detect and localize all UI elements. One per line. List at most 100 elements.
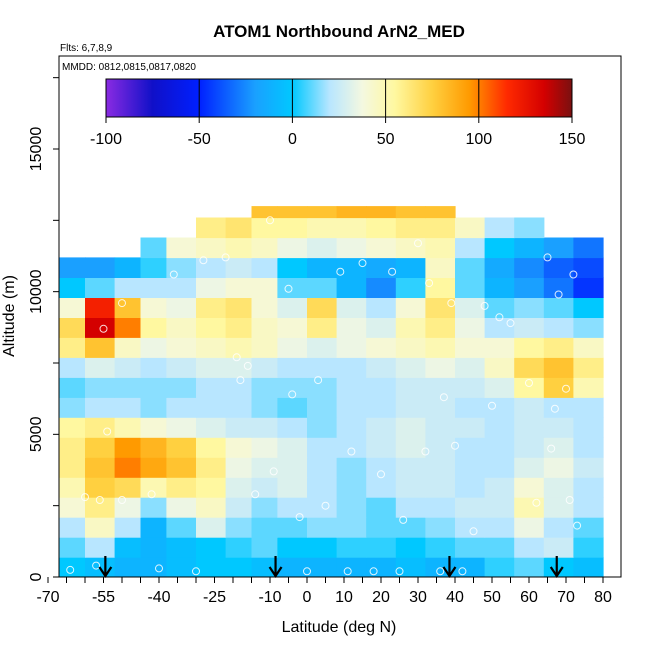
heatmap-cell [366,417,397,438]
heatmap-cell [455,277,486,298]
sample-point [488,401,496,410]
heatmap-cell [114,257,142,278]
heatmap-cell [196,377,227,398]
heatmap-cell [251,417,278,438]
heatmap-cell [140,377,167,398]
heatmap-cell [366,477,397,498]
sample-point [169,270,178,279]
heatmap-cell [543,497,574,518]
heatmap-cell [196,477,227,498]
heatmap-cell [484,417,515,438]
heatmap-cell [573,557,604,577]
heatmap-cell [573,477,604,498]
heatmap-cell [484,277,515,298]
heatmap-cell [336,337,367,358]
heatmap-cell [251,497,278,518]
heatmap-cell [59,417,86,438]
x-tick-label: 80 [594,589,612,606]
sample-point [547,444,556,453]
sample-point [421,447,430,456]
heatmap-cell [307,337,338,358]
heatmap-cell [166,297,197,318]
heatmap-cell [425,517,456,538]
heatmap-cell [336,537,367,558]
heatmap-cell [277,417,308,438]
heatmap-cell [85,357,116,378]
heatmap-cell [514,257,545,278]
heatmap-cell [277,257,308,278]
heatmap-cell [395,497,426,518]
heatmap-cell [395,317,426,338]
heatmap-cell [573,357,604,378]
heatmap-cell [543,477,574,498]
sample-point [347,447,356,456]
heatmap-cell [251,537,278,558]
heatmap-cell [140,417,167,438]
heatmap-cell [395,357,426,378]
sample-point [525,379,533,387]
heatmap-cell [85,457,116,478]
heatmap-cell [484,257,515,278]
heatmap-cell [425,357,456,378]
heatmap-cell [514,317,545,338]
heatmap-cell [395,337,426,358]
heatmap-cell [85,517,116,538]
heatmap-cell [366,297,397,318]
heatmap-cell [85,537,116,558]
heatmap-cell [484,377,515,398]
heatmap-cell [455,377,486,398]
heatmap-cell [455,457,486,478]
flight-arrow [268,556,283,578]
heatmap-cell [425,417,456,438]
x-axis-label: Latitude (deg N) [282,619,397,636]
heatmap-cell [543,397,574,418]
heatmap-cell [166,457,197,478]
heatmap-cell [225,417,253,438]
sample-point [59,569,60,574]
heatmap-cell [543,537,574,558]
heatmap-cell [59,497,86,518]
heatmap-cell [366,497,397,518]
heatmap-cell [573,317,604,338]
sample-points [59,216,582,576]
heatmap-cell [484,477,515,498]
heatmap-cell [85,397,116,418]
heatmap-cell [140,497,167,518]
heatmap-cell [543,337,574,358]
heatmap-cell [277,437,308,458]
heatmap-cell [543,317,574,338]
heatmap-cell [484,237,515,259]
sample-point [192,567,200,576]
heatmap-cell [425,206,456,219]
heatmap-cell [114,477,142,498]
heatmap-cell [225,537,253,558]
sample-point [439,393,448,402]
heatmap-cell [425,477,456,498]
heatmap-cell [573,337,604,358]
flight-arrow [549,556,564,578]
heatmap-cell [395,237,426,259]
heatmap-cell [484,457,515,478]
heatmap-cell [307,437,338,458]
sample-point [295,513,304,522]
heatmap-cell [484,217,515,239]
heatmap-cell [225,317,253,338]
heatmap-cell [543,357,574,378]
sample-point [388,267,397,276]
heatmap-cell [395,217,426,239]
heatmap-cell [395,257,426,278]
heatmap [59,206,604,577]
heatmap-cell [455,217,486,239]
heatmap-cell [425,257,456,278]
heatmap-cell [225,257,253,278]
heatmap-cell [85,497,116,518]
heatmap-cell [277,277,308,298]
heatmap-cell [543,237,574,259]
sample-point [266,216,274,225]
heatmap-cell [225,237,253,259]
colorbar-tick-label: 0 [288,131,297,148]
chart-title: ATOM1 Northbound ArN2_MED [213,22,465,41]
x-tick-label: -25 [203,589,226,606]
sample-point [118,299,126,308]
